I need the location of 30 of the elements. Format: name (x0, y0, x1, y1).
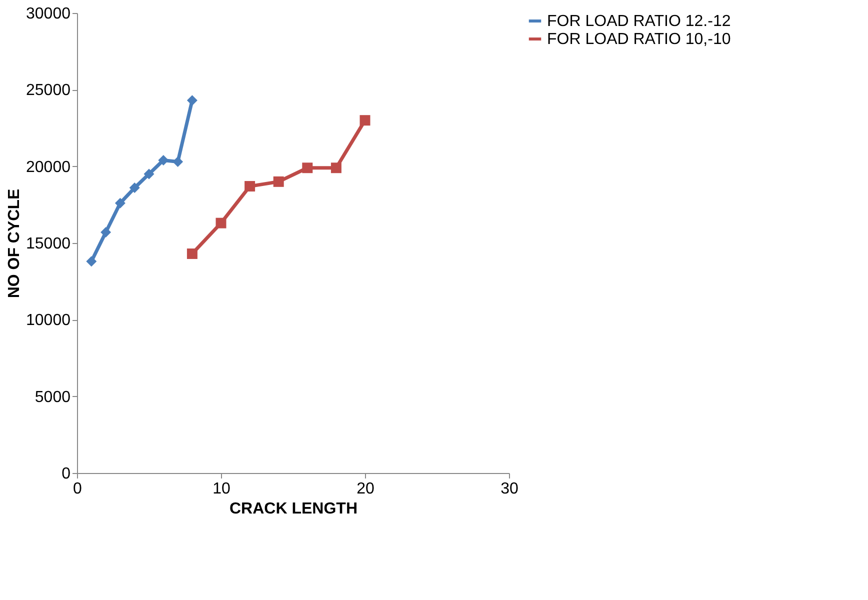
y-tick-label: 5000 (34, 388, 71, 406)
x-tick-label: 30 (500, 480, 518, 498)
point (216, 218, 226, 228)
point (302, 162, 313, 174)
point (100, 227, 112, 238)
point (186, 248, 198, 259)
legend-label: FOR LOAD RATIO 10,-10 (547, 31, 731, 48)
y-tick-label: 20000 (26, 158, 71, 176)
point (360, 115, 370, 126)
point (144, 168, 154, 180)
point (273, 176, 284, 187)
point (86, 256, 97, 267)
x-tick-label: 0 (73, 480, 82, 498)
legend-label: FOR LOAD RATIO 12.-12 (547, 13, 731, 30)
x-tick-label: 20 (356, 480, 374, 498)
point (129, 182, 140, 194)
y-axis-title: NO OF CYCLE (6, 188, 24, 298)
point (172, 156, 184, 167)
point (330, 162, 342, 174)
y-tick-label: 15000 (26, 236, 71, 252)
x-axis-title: CRACK LENGTH (230, 500, 358, 518)
y-tick-label: 25000 (26, 82, 71, 100)
y-tick-label: 10000 (26, 312, 71, 330)
point (114, 198, 126, 208)
y-tick-label: 30000 (26, 6, 71, 22)
point (158, 154, 169, 166)
y-tick-label: 0 (62, 466, 71, 482)
point (244, 181, 256, 192)
x-tick-label: 10 (212, 480, 230, 498)
point (186, 95, 198, 106)
